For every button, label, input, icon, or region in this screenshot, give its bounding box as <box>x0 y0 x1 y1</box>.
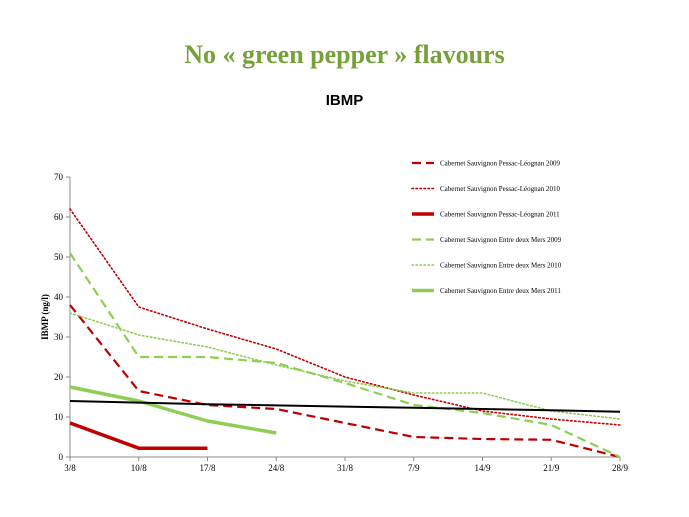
x-tick-label: 28/9 <box>612 463 629 473</box>
x-tick-label: 7/9 <box>408 463 420 473</box>
series-line-6 <box>69 385 277 435</box>
y-tick-label: 0 <box>59 452 64 462</box>
x-tick-label: 24/8 <box>268 463 285 473</box>
series-line-1 <box>69 304 621 459</box>
series-line-2 <box>69 208 621 426</box>
chart-title: IBMP <box>325 92 364 109</box>
y-tick-label: 50 <box>54 252 64 262</box>
chart-axes: 0 10 20 30 40 50 60 70 3/8 10/8 17/8 24/8 31/8 7/9 14/… <box>54 172 628 473</box>
legend-label: Cabernet Sauvignon Entre deux Mers 2009 <box>440 236 562 244</box>
trend-line <box>69 400 621 413</box>
x-tick-label: 14/9 <box>474 463 491 473</box>
series-line-5 <box>69 312 621 420</box>
legend-label: Cabernet Sauvignon Entre deux Mers 2010 <box>440 262 562 270</box>
legend-label: Cabernet Sauvignon Pessac-Léognan 2010 <box>440 185 560 193</box>
slide-title: No « green pepper » flavours <box>184 40 505 69</box>
y-tick-label: 20 <box>54 372 64 382</box>
legend-label: Cabernet Sauvignon Pessac-Léognan 2009 <box>440 160 560 168</box>
series-line-4 <box>69 252 621 458</box>
y-tick-label: 30 <box>54 332 64 342</box>
y-tick-label: 10 <box>54 412 64 422</box>
legend: Cabernet Sauvignon Pessac-Léognan 2009 Ca… <box>411 160 562 295</box>
x-tick-label: 21/9 <box>543 463 560 473</box>
legend-label: Cabernet Sauvignon Pessac-Léognan 2011 <box>440 211 560 219</box>
x-tick-label: 17/8 <box>199 463 216 473</box>
legend-label: Cabernet Sauvignon Entre deux Mers 2011 <box>440 287 561 295</box>
x-tick-label: 31/8 <box>337 463 354 473</box>
series-layer <box>69 208 621 459</box>
y-tick-label: 70 <box>54 172 64 182</box>
x-tick-label: 3/8 <box>64 463 76 473</box>
y-tick-label: 40 <box>54 292 64 302</box>
x-tick-label: 10/8 <box>131 463 148 473</box>
y-tick-label: 60 <box>54 212 64 222</box>
series-line-3 <box>69 421 208 450</box>
y-axis-label: IBMP (ng/l) <box>40 294 50 340</box>
